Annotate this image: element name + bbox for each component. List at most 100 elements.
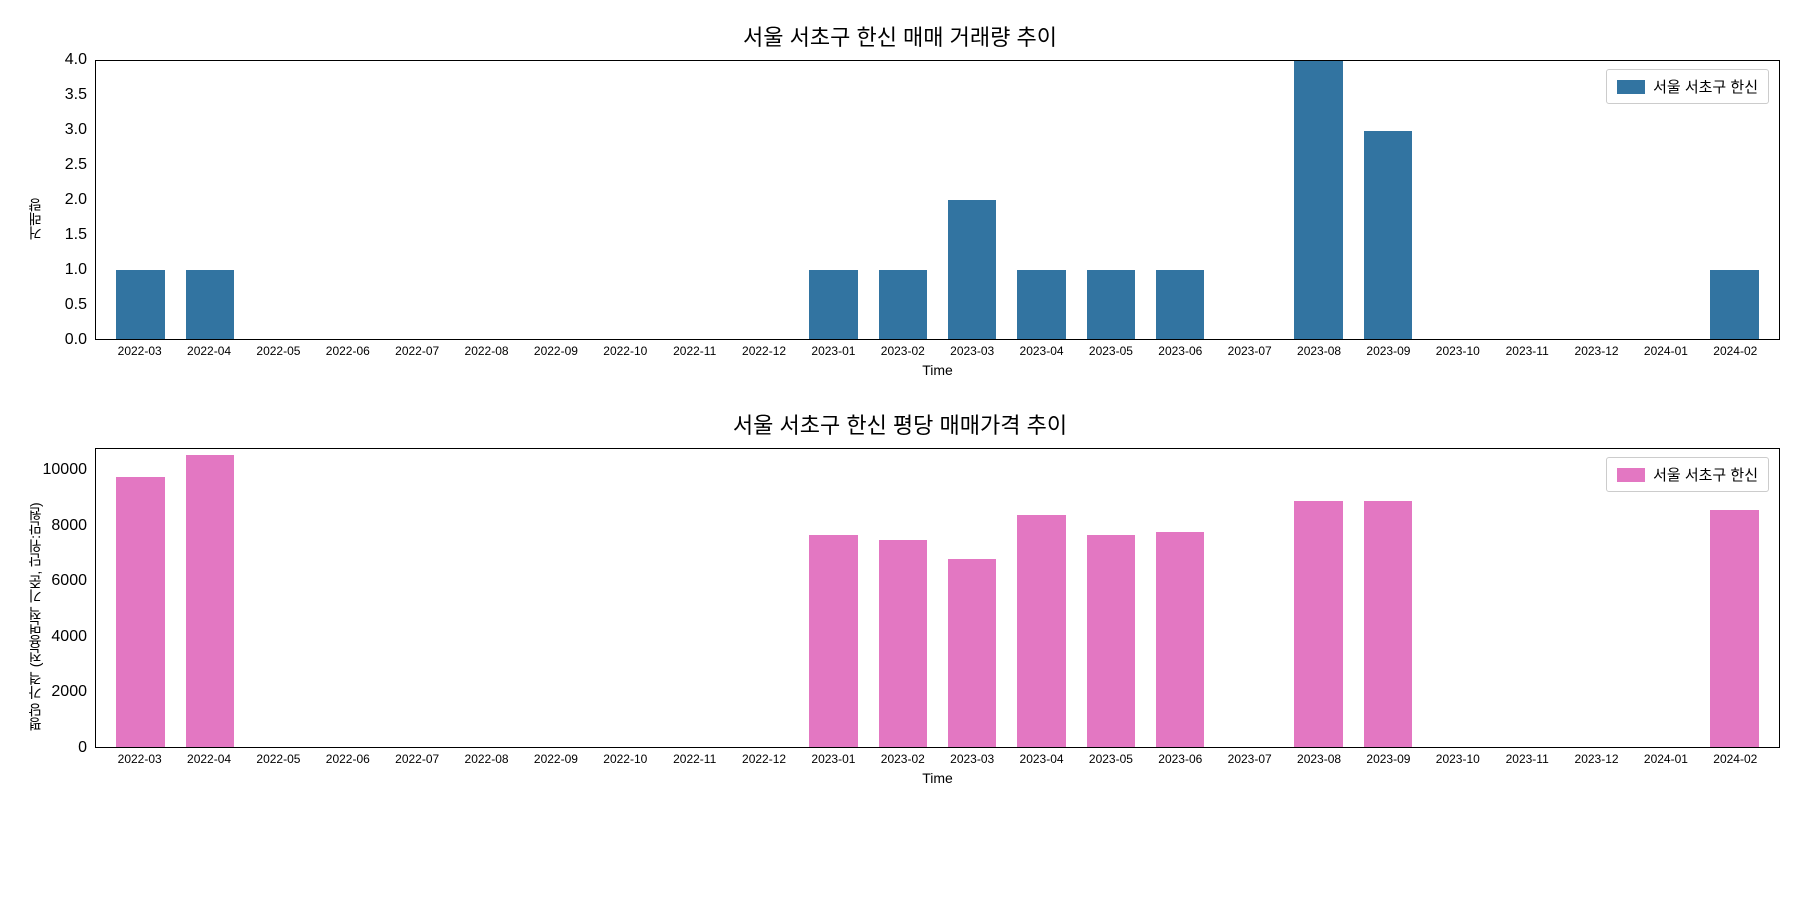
bar-slot (730, 61, 799, 339)
bar-slot (730, 449, 799, 747)
x-tick: 2023-05 (1076, 344, 1145, 358)
x-tick: 2022-07 (383, 752, 452, 766)
volume-x-axis-label: Time (95, 362, 1780, 378)
bar (948, 200, 997, 339)
y-tick: 10000 (43, 461, 88, 479)
price-legend: 서울 서초구 한신 (1606, 457, 1769, 492)
x-tick: 2022-05 (244, 752, 313, 766)
bar (1156, 532, 1205, 747)
x-tick: 2023-06 (1146, 344, 1215, 358)
x-tick: 2024-01 (1631, 752, 1700, 766)
bar (1364, 501, 1413, 747)
bar-slot (452, 449, 521, 747)
x-tick: 2023-07 (1215, 344, 1284, 358)
x-tick: 2023-03 (938, 752, 1007, 766)
x-tick: 2024-01 (1631, 344, 1700, 358)
x-tick: 2023-04 (1007, 344, 1076, 358)
price-chart-title: 서울 서초구 한신 평당 매매가격 추이 (20, 408, 1780, 440)
bar-slot (660, 449, 729, 747)
y-tick: 2000 (51, 683, 87, 701)
volume-plot-region: 서울 서초구 한신 2022-032022-042022-052022-0620… (95, 60, 1780, 378)
bar (879, 270, 928, 340)
volume-plot-area: 서울 서초구 한신 (95, 60, 1780, 340)
bar-slot (314, 61, 383, 339)
x-tick: 2022-10 (591, 752, 660, 766)
bar-slot (1145, 449, 1214, 747)
x-tick: 2022-11 (660, 344, 729, 358)
y-tick: 0 (78, 739, 87, 757)
bar-slot (1423, 61, 1492, 339)
x-tick: 2023-06 (1146, 752, 1215, 766)
bar-slot (1492, 61, 1561, 339)
bar-slot (868, 61, 937, 339)
bar-slot (799, 61, 868, 339)
bar (1710, 270, 1759, 340)
y-tick: 1.5 (65, 226, 87, 244)
bar-slot (1353, 61, 1422, 339)
bar-slot (1423, 449, 1492, 747)
bar-slot (314, 449, 383, 747)
bar-slot (1007, 61, 1076, 339)
x-tick: 2022-06 (313, 752, 382, 766)
bar-slot (1215, 449, 1284, 747)
volume-bars (96, 61, 1779, 339)
bar-slot (938, 449, 1007, 747)
bar-slot (1076, 449, 1145, 747)
x-tick: 2023-03 (938, 344, 1007, 358)
x-tick: 2022-09 (521, 344, 590, 358)
y-tick: 2.5 (65, 156, 87, 174)
volume-legend-label: 서울 서초구 한신 (1653, 76, 1758, 97)
x-tick: 2023-04 (1007, 752, 1076, 766)
x-tick: 2022-03 (105, 344, 174, 358)
bar-slot (1492, 449, 1561, 747)
bar-slot (1284, 61, 1353, 339)
x-tick: 2023-11 (1493, 752, 1562, 766)
x-tick: 2023-08 (1284, 344, 1353, 358)
bar-slot (660, 61, 729, 339)
bar-slot (591, 61, 660, 339)
bar (186, 270, 235, 340)
bar (1017, 270, 1066, 340)
y-tick: 3.0 (65, 121, 87, 139)
price-x-axis-label: Time (95, 770, 1780, 786)
x-tick: 2022-09 (521, 752, 590, 766)
bar-slot (106, 61, 175, 339)
x-tick: 2023-09 (1354, 752, 1423, 766)
x-tick: 2022-08 (452, 344, 521, 358)
x-tick: 2023-12 (1562, 752, 1631, 766)
bar-slot (1215, 61, 1284, 339)
price-legend-label: 서울 서초구 한신 (1653, 464, 1758, 485)
x-tick: 2023-05 (1076, 752, 1145, 766)
volume-x-axis: 2022-032022-042022-052022-062022-072022-… (95, 340, 1780, 358)
bar (1294, 501, 1343, 747)
y-tick: 3.5 (65, 86, 87, 104)
volume-y-axis-label: 거래량 (20, 60, 45, 378)
bar-slot (175, 449, 244, 747)
bar (1087, 535, 1136, 747)
y-tick: 8000 (51, 517, 87, 535)
volume-legend: 서울 서초구 한신 (1606, 69, 1769, 104)
x-tick: 2022-03 (105, 752, 174, 766)
price-plot-area: 서울 서초구 한신 (95, 448, 1780, 748)
x-tick: 2022-12 (729, 344, 798, 358)
bar-slot (175, 61, 244, 339)
bar (1364, 131, 1413, 340)
price-chart-container: 서울 서초구 한신 평당 매매가격 추이 평당 가격 (전용면적 기준, 단위:… (20, 408, 1780, 786)
x-tick: 2024-02 (1701, 344, 1770, 358)
x-tick: 2022-07 (383, 344, 452, 358)
x-tick: 2022-10 (591, 344, 660, 358)
bar-slot (938, 61, 1007, 339)
x-tick: 2023-12 (1562, 344, 1631, 358)
x-tick: 2022-04 (174, 752, 243, 766)
y-tick: 6000 (51, 572, 87, 590)
bar (1294, 61, 1343, 339)
bar-slot (452, 61, 521, 339)
x-tick: 2024-02 (1701, 752, 1770, 766)
bar (116, 477, 165, 747)
bar-slot (1700, 449, 1769, 747)
y-tick: 0.0 (65, 331, 87, 349)
volume-chart-wrap: 거래량 0.00.51.01.52.02.53.03.54.0 서울 서초구 한… (20, 60, 1780, 378)
x-tick: 2022-12 (729, 752, 798, 766)
bar (809, 535, 858, 747)
bar (809, 270, 858, 340)
